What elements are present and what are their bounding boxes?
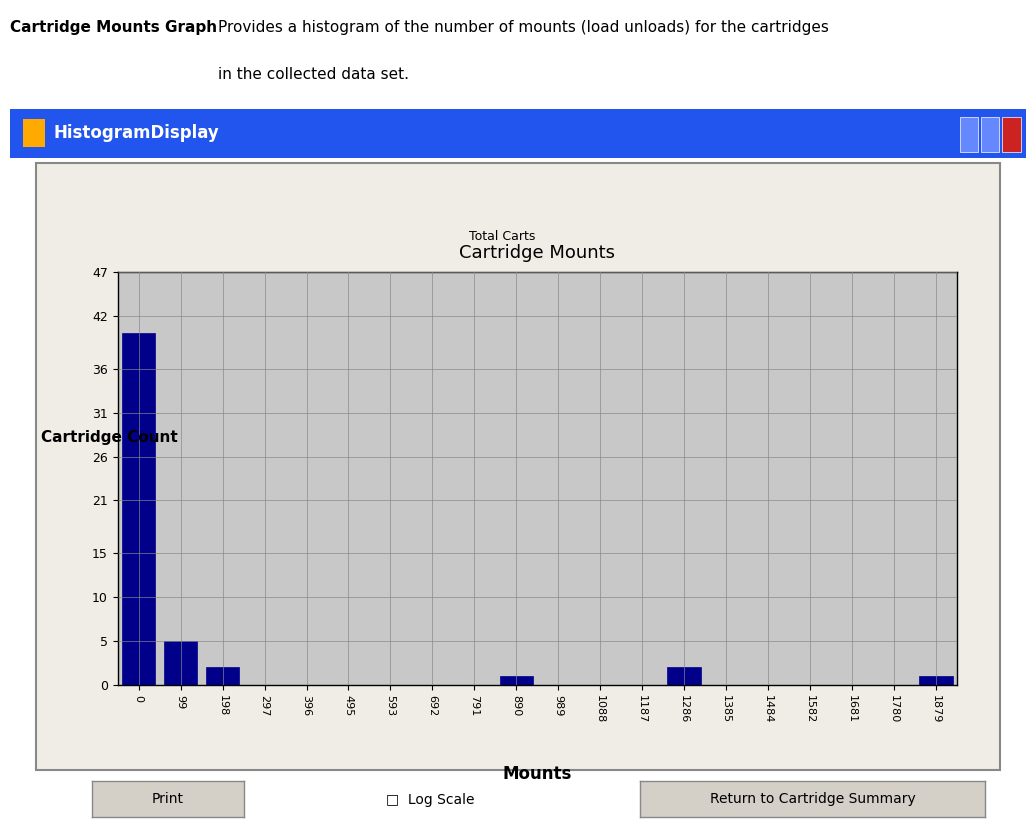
Bar	[206, 667, 239, 685]
Text: Return to Cartridge Summary: Return to Cartridge Summary	[710, 792, 916, 806]
Bar	[981, 117, 1000, 152]
Text: □  Log Scale: □ Log Scale	[386, 793, 474, 808]
Bar	[1002, 117, 1020, 152]
Bar	[23, 120, 45, 147]
Bar	[667, 667, 701, 685]
Text: -: -	[181, 19, 192, 34]
Text: Provides a histogram of the number of mounts (load unloads) for the cartridges: Provides a histogram of the number of mo…	[218, 19, 829, 34]
Bar	[10, 109, 1026, 157]
Bar	[919, 676, 953, 685]
Text: Cartridge Count: Cartridge Count	[41, 430, 177, 445]
Text: Print: Print	[151, 792, 183, 806]
X-axis label: Mounts: Mounts	[502, 765, 572, 782]
Bar	[499, 676, 534, 685]
Text: HistogramDisplay: HistogramDisplay	[53, 124, 219, 142]
Bar	[122, 334, 155, 685]
Bar	[164, 641, 198, 685]
Bar	[959, 117, 978, 152]
Bar	[35, 162, 1001, 770]
Title: Cartridge Mounts: Cartridge Mounts	[459, 244, 615, 262]
Text: in the collected data set.: in the collected data set.	[218, 68, 408, 83]
Text: Cartridge Mounts Graph: Cartridge Mounts Graph	[10, 19, 218, 34]
Text: Total Carts: Total Carts	[468, 230, 535, 242]
